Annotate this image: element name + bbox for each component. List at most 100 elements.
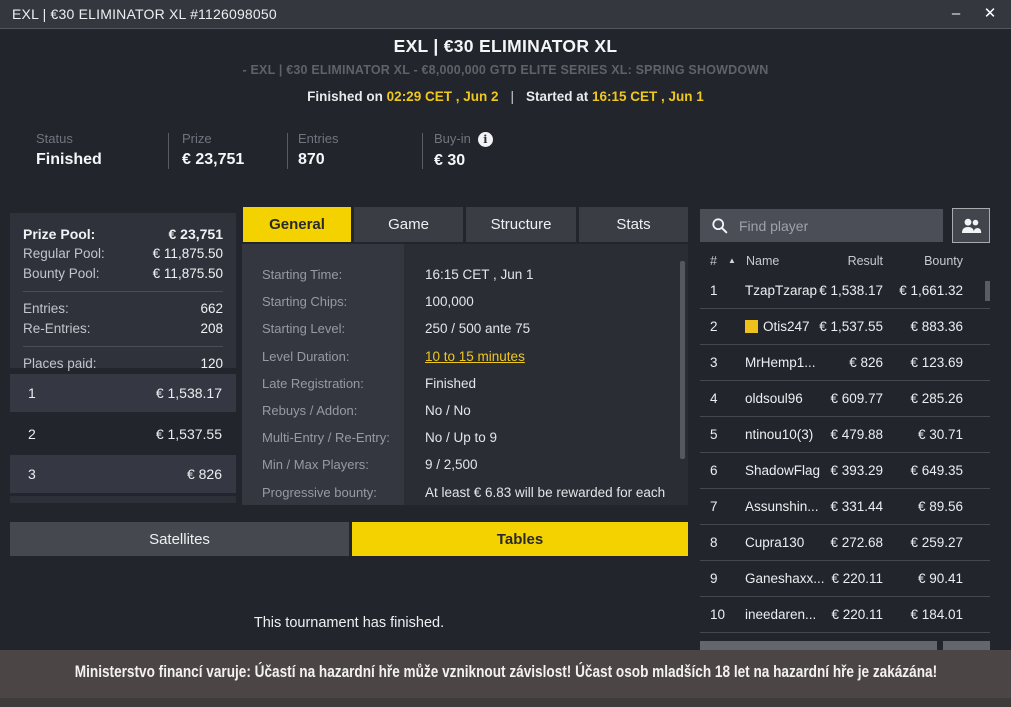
row-value: 16:15 CET , Jun 1 [425,267,534,283]
player-result: € 479.88 [830,427,883,442]
buddy-marker-icon [745,320,758,333]
column-header-bounty[interactable]: Bounty [924,254,963,268]
row-label: Starting Level: [262,321,346,337]
tab-structure[interactable]: Structure [466,207,576,242]
player-list-vertical-scrollbar[interactable] [985,281,990,301]
row-value: No / No [425,403,471,419]
tab-general[interactable]: General [243,207,351,242]
started-at-label: Started at [525,89,593,104]
row-value: Finished [425,375,477,391]
times-separator: | [510,89,514,104]
player-name: Assunshin... [745,499,819,514]
summary-divider [287,133,288,169]
player-row[interactable]: 7 Assunshin... € 331.44 € 89.56 [700,489,990,525]
player-row[interactable]: 2 Otis247 € 1,537.55 € 883.36 [700,309,990,345]
payout-amount: € 826 [186,466,222,482]
divider [23,291,223,292]
player-row[interactable]: 3 MrHemp1... € 826 € 123.69 [700,345,990,381]
player-result: € 393.29 [830,463,883,478]
row-label: Level Duration: [262,348,350,364]
places-paid-label: Places paid: [23,356,97,371]
bounty-pool-value: € 11,875.50 [152,266,223,281]
player-bounty: € 883.36 [910,319,963,334]
responsible-gaming-banner: Ministerstvo financí varuje: Účastí na h… [0,650,1011,707]
player-row[interactable]: 9 Ganeshaxx... € 220.11 € 90.41 [700,561,990,597]
summary-divider [422,133,423,169]
search-icon [712,218,728,234]
satellites-button[interactable]: Satellites [10,522,349,556]
vertical-scrollbar[interactable] [680,261,685,459]
minimize-icon[interactable]: – [951,5,961,22]
payout-amount: € 1,538.17 [155,385,222,401]
payout-row[interactable]: 2 € 1,537.55 [10,415,236,453]
row-label: Progressive bounty: [262,484,377,500]
payout-row[interactable]: 1 € 1,538.17 [10,374,236,412]
players-icon [962,218,982,233]
status-label: Status [36,131,73,146]
re-entries-label: Re-Entries: [23,321,91,336]
payout-rank: 2 [28,426,36,442]
column-header-name[interactable]: Name [746,254,780,268]
prize-label: Prize [182,131,212,146]
row-value: At least € 6.83 will be rewarded for eac… [425,484,666,500]
row-value: 100,000 [425,294,474,310]
tab-game[interactable]: Game [354,207,463,242]
tab-stats[interactable]: Stats [579,207,688,242]
general-row: Starting Chips: 100,000 [242,288,688,315]
player-bounty: € 285.26 [910,391,963,406]
payout-row[interactable]: 3 € 826 [10,455,236,493]
player-row[interactable]: 1 TzapTzarap € 1,538.17 € 1,661.32 [700,273,990,309]
prize-pool-value: € 23,751 [168,226,224,242]
search-input[interactable] [739,217,932,234]
player-rank: 1 [710,283,718,298]
warning-text: Ministerstvo financí varuje: Účastí na h… [74,662,937,681]
tournament-title: EXL | €30 ELIMINATOR XL [393,36,618,56]
summary-entries: Entries 870 [298,131,338,169]
level-duration-link[interactable]: 10 to 15 minutes [425,348,525,364]
player-name: ShadowFlag [745,463,821,478]
tournament-subtitle: - EXL | €30 ELIMINATOR XL - €8,000,000 G… [242,63,769,77]
tables-button[interactable]: Tables [352,522,688,556]
entries-value: 870 [298,151,325,168]
player-bounty: € 89.56 [917,499,963,514]
payout-rank: 3 [28,466,36,482]
status-value: Finished [36,151,102,168]
sort-ascending-icon[interactable]: ▲ [728,256,736,265]
player-bounty: € 184.01 [910,607,963,622]
prize-pool-label: Prize Pool: [23,226,96,242]
player-row[interactable]: 6 ShadowFlag € 393.29 € 649.35 [700,453,990,489]
player-result: € 220.11 [831,607,883,622]
player-name: ineedaren... [745,607,817,622]
player-bounty: € 259.27 [910,535,963,550]
column-header-result[interactable]: Result [847,254,883,268]
player-rank: 10 [710,607,726,622]
regular-pool-value: € 11,875.50 [152,246,223,261]
entries-label: Entries: [23,301,69,316]
player-row[interactable]: 8 Cupra130 € 272.68 € 259.27 [700,525,990,561]
tournament-times: Finished on 02:29 CET , Jun 2 | Started at… [0,89,1011,104]
column-header-rank[interactable]: # [710,254,717,268]
tournament-finished-message: This tournament has finished. [253,615,445,631]
player-row[interactable]: 4 oldsoul96 € 609.77 € 285.26 [700,381,990,417]
player-list-header: # ▲ Name Result Bounty [700,250,990,274]
player-row[interactable]: 10 ineedaren... € 220.11 € 184.01 [700,597,990,633]
payout-row-partial [10,496,236,503]
row-label: Starting Time: [262,267,343,283]
player-name: TzapTzarap [745,283,818,298]
close-icon[interactable]: ✕ [983,5,997,22]
player-row[interactable]: 5 ntinou10(3) € 479.88 € 30.71 [700,417,990,453]
player-name: oldsoul96 [745,391,803,406]
row-label: Rebuys / Addon: [262,403,358,419]
player-rank: 5 [710,427,718,442]
info-icon[interactable]: i [477,132,493,147]
player-search-bar[interactable] [700,209,943,242]
entries-label: Entries [298,131,339,146]
friends-filter-button[interactable] [952,208,990,243]
buyin-label: Buy-in i [434,131,493,147]
places-paid-row: Places paid: 120 [23,354,223,374]
player-name: Cupra130 [745,535,805,550]
player-list: 1 TzapTzarap € 1,538.17 € 1,661.32 2 Oti… [700,273,990,633]
window-controls: – ✕ [947,4,999,24]
general-rows: Starting Time: 16:15 CET , Jun 1 Startin… [242,261,688,505]
